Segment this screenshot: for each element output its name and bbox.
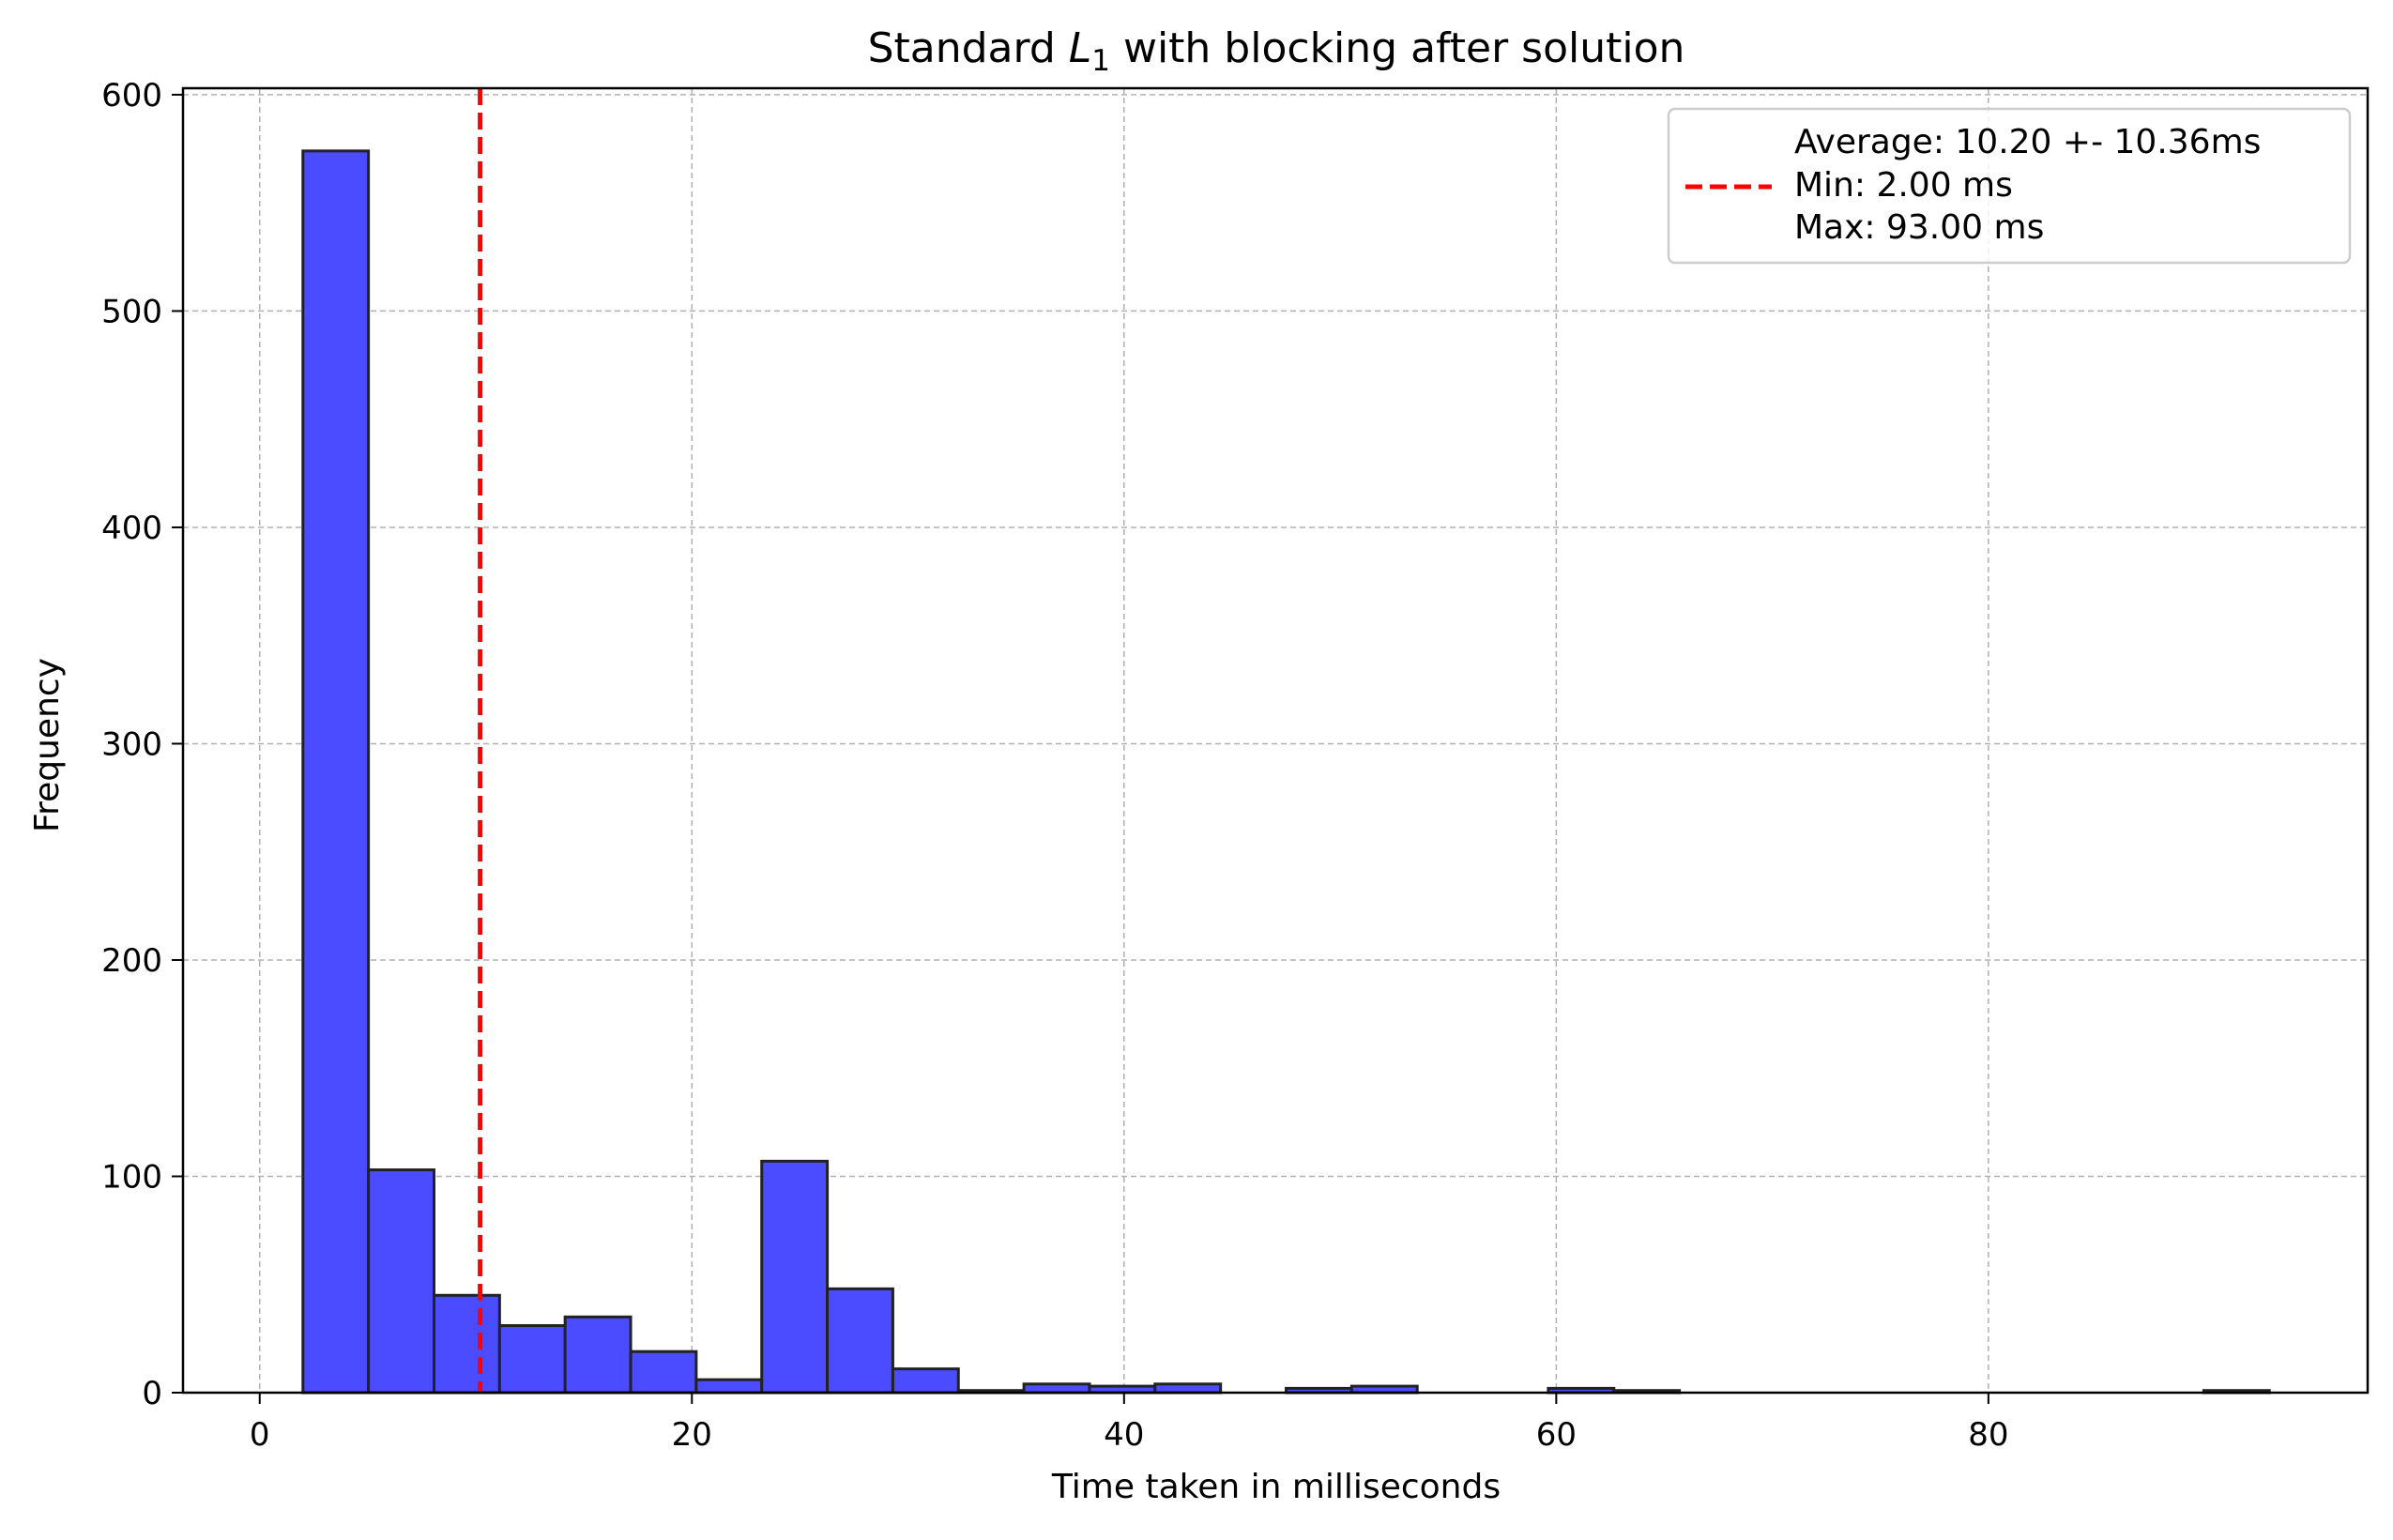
y-axis-ticks: 0 100 200 300 400 500 600 bbox=[101, 77, 183, 1412]
x-tick-label: 40 bbox=[1104, 1416, 1144, 1454]
histogram-bar bbox=[1022, 1382, 1091, 1395]
histogram-bar bbox=[694, 1378, 764, 1395]
chart-title-math-var: L bbox=[1069, 24, 1092, 72]
legend: Average: 10.20 +- 10.36ms Min: 2.00 ms M… bbox=[1667, 107, 2352, 265]
chart-title-prefix: Standard bbox=[868, 24, 1069, 72]
histogram-bar bbox=[367, 1168, 436, 1395]
y-axis-label: Frequency bbox=[28, 658, 67, 832]
plot-frame bbox=[181, 86, 2370, 1395]
histogram-bar bbox=[826, 1287, 894, 1395]
y-tick-label: 200 bbox=[101, 942, 162, 980]
histogram-bar bbox=[301, 149, 371, 1395]
y-tick-label: 100 bbox=[101, 1158, 162, 1196]
histogram-bar bbox=[497, 1324, 567, 1395]
legend-entry-max: Max: 93.00 ms bbox=[1794, 208, 2044, 247]
legend-entry-min: Min: 2.00 ms bbox=[1794, 166, 2013, 205]
chart-title: Standard L1 with blocking after solution bbox=[868, 24, 1685, 78]
bars-layer bbox=[301, 149, 2271, 1395]
x-tick-label: 20 bbox=[672, 1416, 712, 1454]
y-tick-label: 400 bbox=[101, 510, 162, 547]
x-tick-label: 0 bbox=[250, 1416, 270, 1454]
x-tick-label: 80 bbox=[1968, 1416, 2008, 1454]
legend-entry-average: Average: 10.20 +- 10.36ms bbox=[1794, 123, 2261, 161]
legend-box bbox=[1667, 107, 2352, 265]
histogram-bar bbox=[1153, 1382, 1223, 1395]
chart-title-suffix: with blocking after solution bbox=[1110, 24, 1684, 72]
y-tick-label: 500 bbox=[101, 293, 162, 330]
histogram-bar bbox=[563, 1315, 633, 1395]
x-tick-label: 60 bbox=[1536, 1416, 1577, 1454]
chart-title-math-sub: 1 bbox=[1091, 44, 1110, 78]
y-tick-label: 600 bbox=[101, 77, 162, 114]
y-tick-label: 300 bbox=[101, 725, 162, 763]
x-axis-ticks: 0 20 40 60 80 bbox=[250, 1393, 2009, 1454]
histogram-bar bbox=[433, 1293, 501, 1395]
x-axis-label: Time taken in milliseconds bbox=[1051, 1468, 1501, 1506]
y-tick-label: 0 bbox=[142, 1375, 162, 1412]
histogram-bar bbox=[760, 1159, 830, 1395]
grid-layer bbox=[183, 88, 2368, 1394]
histogram-bar bbox=[629, 1349, 698, 1395]
histogram-bar bbox=[891, 1367, 960, 1395]
